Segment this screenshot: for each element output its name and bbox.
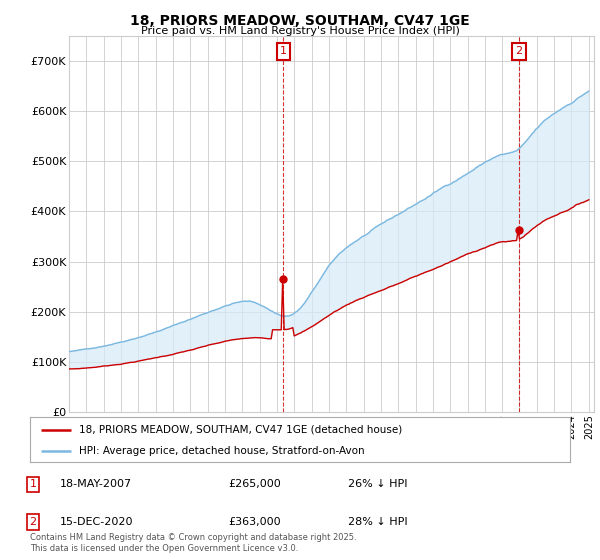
Text: HPI: Average price, detached house, Stratford-on-Avon: HPI: Average price, detached house, Stra… [79, 446, 364, 456]
Text: 1: 1 [29, 479, 37, 489]
Text: 18-MAY-2007: 18-MAY-2007 [60, 479, 132, 489]
Text: £265,000: £265,000 [228, 479, 281, 489]
Text: 18, PRIORS MEADOW, SOUTHAM, CV47 1GE (detached house): 18, PRIORS MEADOW, SOUTHAM, CV47 1GE (de… [79, 424, 402, 435]
Text: 18, PRIORS MEADOW, SOUTHAM, CV47 1GE: 18, PRIORS MEADOW, SOUTHAM, CV47 1GE [130, 14, 470, 28]
Text: 1: 1 [280, 46, 287, 57]
Text: Price paid vs. HM Land Registry's House Price Index (HPI): Price paid vs. HM Land Registry's House … [140, 26, 460, 36]
Text: 2: 2 [515, 46, 523, 57]
Text: 15-DEC-2020: 15-DEC-2020 [60, 517, 133, 527]
Text: 26% ↓ HPI: 26% ↓ HPI [348, 479, 407, 489]
Text: 2: 2 [29, 517, 37, 527]
Text: Contains HM Land Registry data © Crown copyright and database right 2025.
This d: Contains HM Land Registry data © Crown c… [30, 533, 356, 553]
Text: 28% ↓ HPI: 28% ↓ HPI [348, 517, 407, 527]
Text: £363,000: £363,000 [228, 517, 281, 527]
